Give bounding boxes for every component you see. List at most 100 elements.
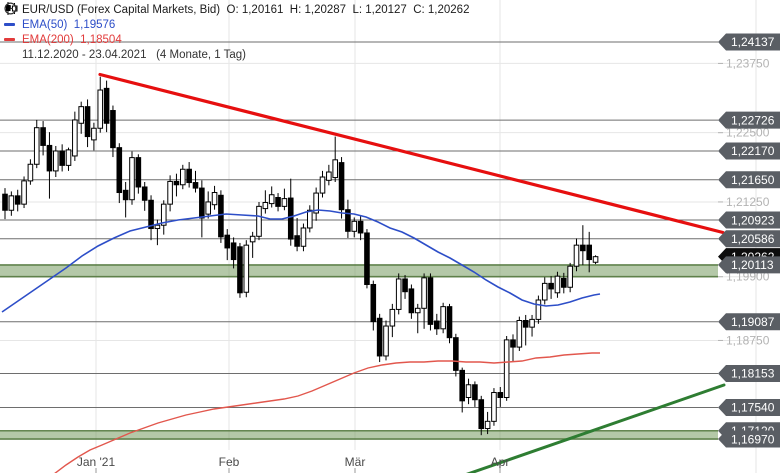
candle-body — [192, 182, 199, 189]
candle-body — [592, 256, 599, 263]
minor-tick-label: 1,21250 — [726, 195, 770, 209]
x-axis-label: Apr — [491, 455, 510, 469]
candle-body — [78, 106, 85, 124]
candle-body — [110, 110, 116, 149]
price-level-badge-label: 1,21650 — [731, 173, 775, 187]
candle-body — [516, 319, 523, 348]
candle-body — [84, 106, 91, 138]
candle-body — [561, 277, 567, 288]
candle-body — [503, 339, 510, 399]
candle-body — [307, 209, 313, 229]
candle-body — [453, 337, 459, 371]
price-level-badge[interactable] — [718, 365, 780, 383]
candle-body — [510, 339, 516, 348]
candle-body — [472, 384, 478, 401]
candle-body — [72, 119, 78, 157]
candle-body — [173, 180, 180, 186]
price-level-badge[interactable] — [718, 398, 780, 416]
candle-body — [154, 224, 161, 230]
candle-body — [414, 307, 421, 314]
period-label: 11.12.2020 - 23.04.2021 (4 Monate, 1 Tag… — [22, 48, 246, 61]
candle-body — [59, 150, 65, 166]
candle-body — [53, 150, 59, 172]
candle-body — [243, 244, 250, 293]
candle-body — [256, 205, 262, 237]
candle-body — [389, 308, 396, 327]
candle-body — [383, 325, 389, 357]
price-level-badge[interactable] — [718, 313, 780, 331]
price-level-badge[interactable] — [718, 33, 780, 51]
candle-body — [27, 163, 34, 182]
price-level-badge-label: 1,17540 — [731, 401, 775, 415]
candle-body — [300, 227, 307, 247]
chart-legend: EUR/USD (Forex Capital Markets, Bid) O: … — [4, 2, 469, 62]
candle-body — [141, 186, 148, 201]
trendline-downtrend[interactable] — [98, 72, 725, 235]
candle-body — [529, 318, 535, 328]
price-level-badge[interactable] — [718, 211, 780, 229]
price-level-badge-label: 1,22726 — [731, 113, 775, 127]
price-level-badge[interactable] — [718, 142, 780, 160]
price-level-badge[interactable] — [718, 111, 780, 129]
candle-body — [345, 209, 351, 232]
candle-body — [21, 180, 27, 205]
candle-body — [199, 187, 205, 219]
candle-body — [364, 232, 370, 285]
support-zone[interactable] — [0, 430, 718, 440]
candle-body — [33, 127, 40, 165]
symbol-title: EUR/USD (Forex Capital Markets, Bid) — [22, 3, 221, 16]
candle-body — [116, 147, 123, 194]
price-level-badge-label: 1,20113 — [731, 258, 774, 272]
candle-body — [14, 195, 21, 205]
candle-body — [211, 192, 218, 206]
candle-body — [522, 319, 529, 328]
candle-body — [491, 392, 497, 422]
candle-body — [567, 265, 573, 288]
candle-body — [427, 277, 434, 325]
legend-ema200-row: EMA(200) 1,18504 — [4, 32, 469, 47]
candle-body — [497, 392, 504, 399]
candle-body — [249, 235, 256, 243]
ema50-line[interactable] — [1, 209, 601, 313]
candle-body — [40, 127, 46, 146]
candle-body — [205, 201, 211, 215]
ema50-swatch-icon — [4, 23, 22, 26]
price-level-badge[interactable] — [718, 430, 780, 448]
price-level-badge-label: 1,19087 — [731, 315, 775, 329]
candle-body — [478, 399, 485, 430]
price-level-badge-label: 1,20923 — [731, 213, 775, 227]
candle-body — [2, 193, 8, 211]
candle-body — [180, 168, 186, 186]
ema200-line[interactable] — [54, 352, 600, 473]
price-level-badge[interactable] — [718, 171, 780, 189]
legend-period-row: 11.12.2020 - 23.04.2021 (4 Monate, 1 Tag… — [4, 2, 469, 62]
candle-body — [129, 157, 135, 201]
price-level-badge[interactable] — [718, 230, 780, 248]
candle-body — [91, 127, 97, 141]
candle-body — [351, 220, 358, 232]
candle-body — [421, 277, 427, 309]
candle-body — [357, 220, 364, 234]
candle-body — [65, 149, 72, 166]
candle-body — [541, 282, 548, 301]
price-level-badge-label: 1,20586 — [731, 232, 775, 246]
candle-body — [287, 197, 294, 240]
candle-body — [103, 87, 110, 124]
price-level-badge[interactable] — [718, 256, 780, 274]
candle-body — [167, 180, 173, 205]
candle-body — [218, 194, 224, 238]
support-zone[interactable] — [0, 264, 718, 277]
candle-body — [294, 235, 300, 247]
trendline-uptrend[interactable] — [436, 383, 726, 473]
candle-body — [135, 157, 142, 188]
candle-body — [395, 278, 402, 310]
candle-body — [281, 198, 288, 207]
candle-body — [319, 176, 326, 194]
price-level-badge-label: 1,24137 — [731, 35, 775, 49]
candle-body — [186, 168, 192, 184]
candle-body — [484, 420, 491, 430]
ema200-label: EMA(200) 1,18504 — [22, 33, 122, 46]
candle-body — [434, 320, 440, 330]
